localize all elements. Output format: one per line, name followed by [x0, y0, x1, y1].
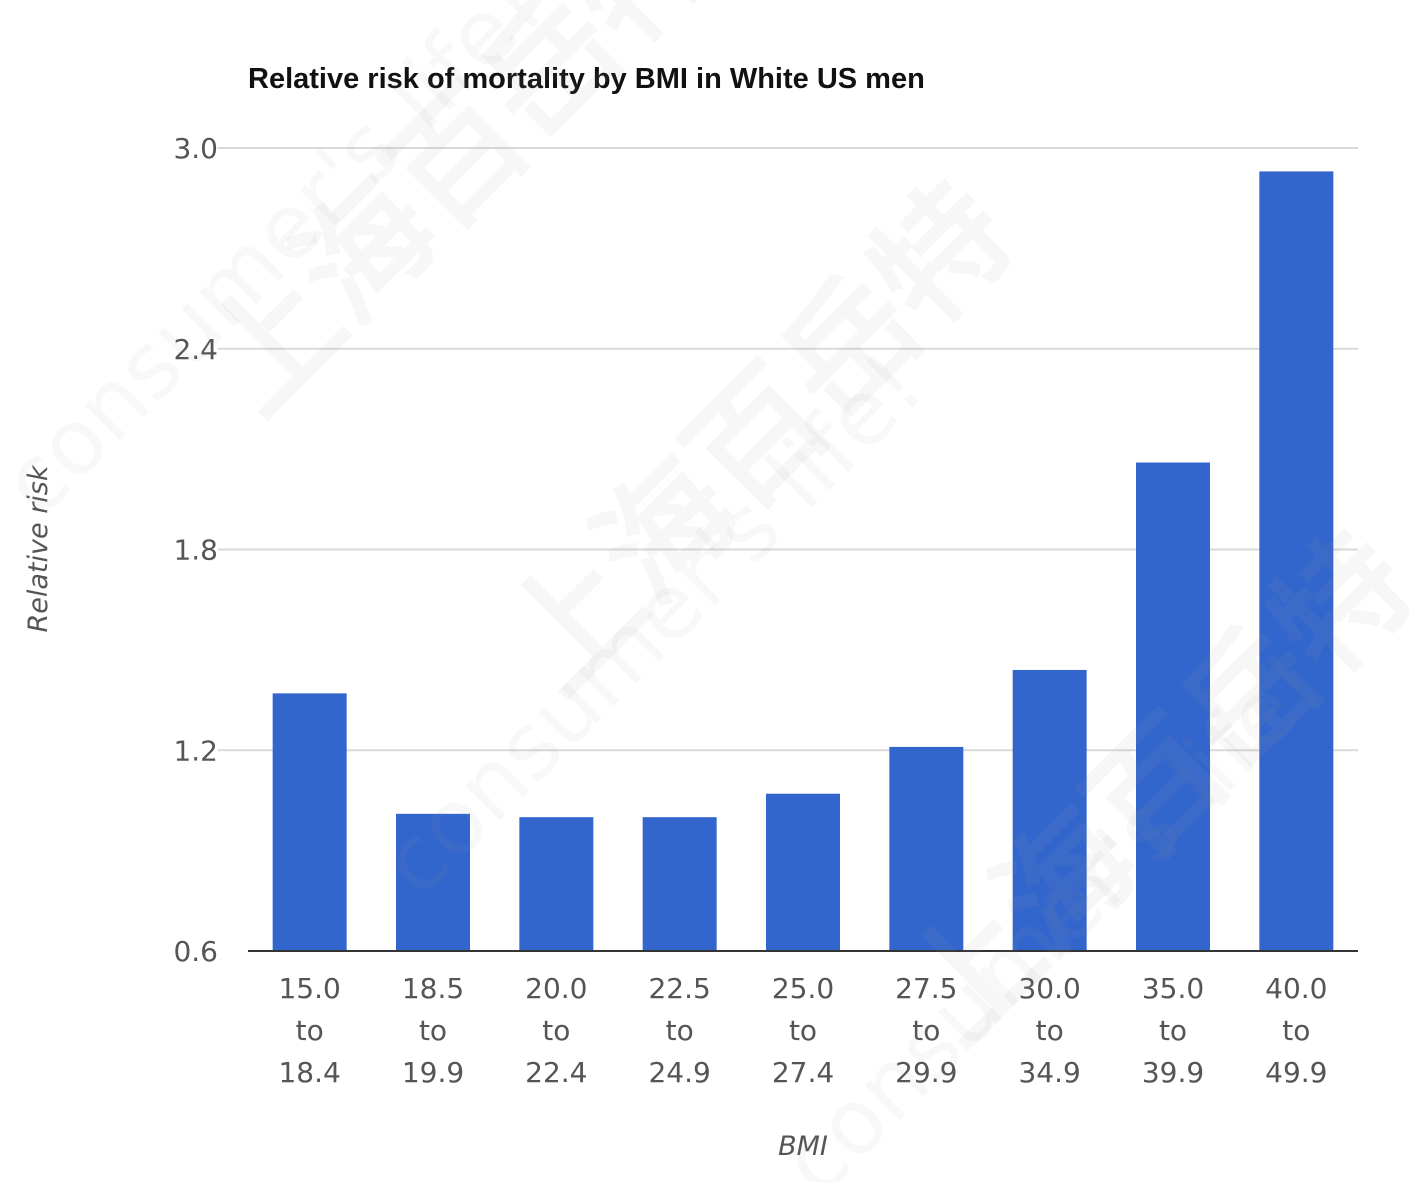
bar — [642, 817, 717, 951]
x-tick-label: 15.0 to 18.4 — [278, 972, 340, 1089]
bar — [519, 817, 594, 951]
x-tick-label: 40.0 to 49.9 — [1265, 972, 1327, 1089]
bar — [1136, 462, 1210, 951]
bars — [272, 171, 1334, 951]
x-axis-title: BMI — [778, 1131, 828, 1162]
x-tick-label: 22.5 to 24.9 — [648, 972, 710, 1089]
x-tick-label: 25.0 to 27.4 — [772, 972, 834, 1089]
bar — [1012, 669, 1087, 951]
y-tick-label: 1.8 — [173, 534, 218, 567]
x-tick-labels: 15.0 to 18.4 18.5 to 19.9 20.0 to 22.4 22.5 to 24.9… — [278, 972, 1327, 1089]
x-tick-label: 20.0 to 22.4 — [525, 972, 587, 1089]
x-tick-label: 30.0 to 34.9 — [1018, 972, 1080, 1089]
bar — [889, 746, 964, 951]
bar — [272, 693, 347, 951]
y-tick-labels: 0.6 1.2 1.8 2.4 3.0 — [173, 132, 218, 968]
y-axis-title: Relative risk — [23, 464, 54, 632]
x-tick-label: 18.5 to 19.9 — [402, 972, 464, 1089]
y-tick-label: 0.6 — [173, 935, 218, 968]
bar — [396, 813, 470, 951]
chart-title: Relative risk of mortality by BMI in Whi… — [248, 63, 925, 95]
x-tick-label: 27.5 to 29.9 — [895, 972, 957, 1089]
bar — [1259, 171, 1334, 951]
y-tick-label: 3.0 — [173, 132, 218, 165]
y-tick-label: 1.2 — [173, 734, 218, 767]
x-tick-label: 35.0 to 39.9 — [1142, 972, 1204, 1089]
y-tick-label: 2.4 — [173, 333, 218, 366]
bar — [766, 793, 840, 951]
